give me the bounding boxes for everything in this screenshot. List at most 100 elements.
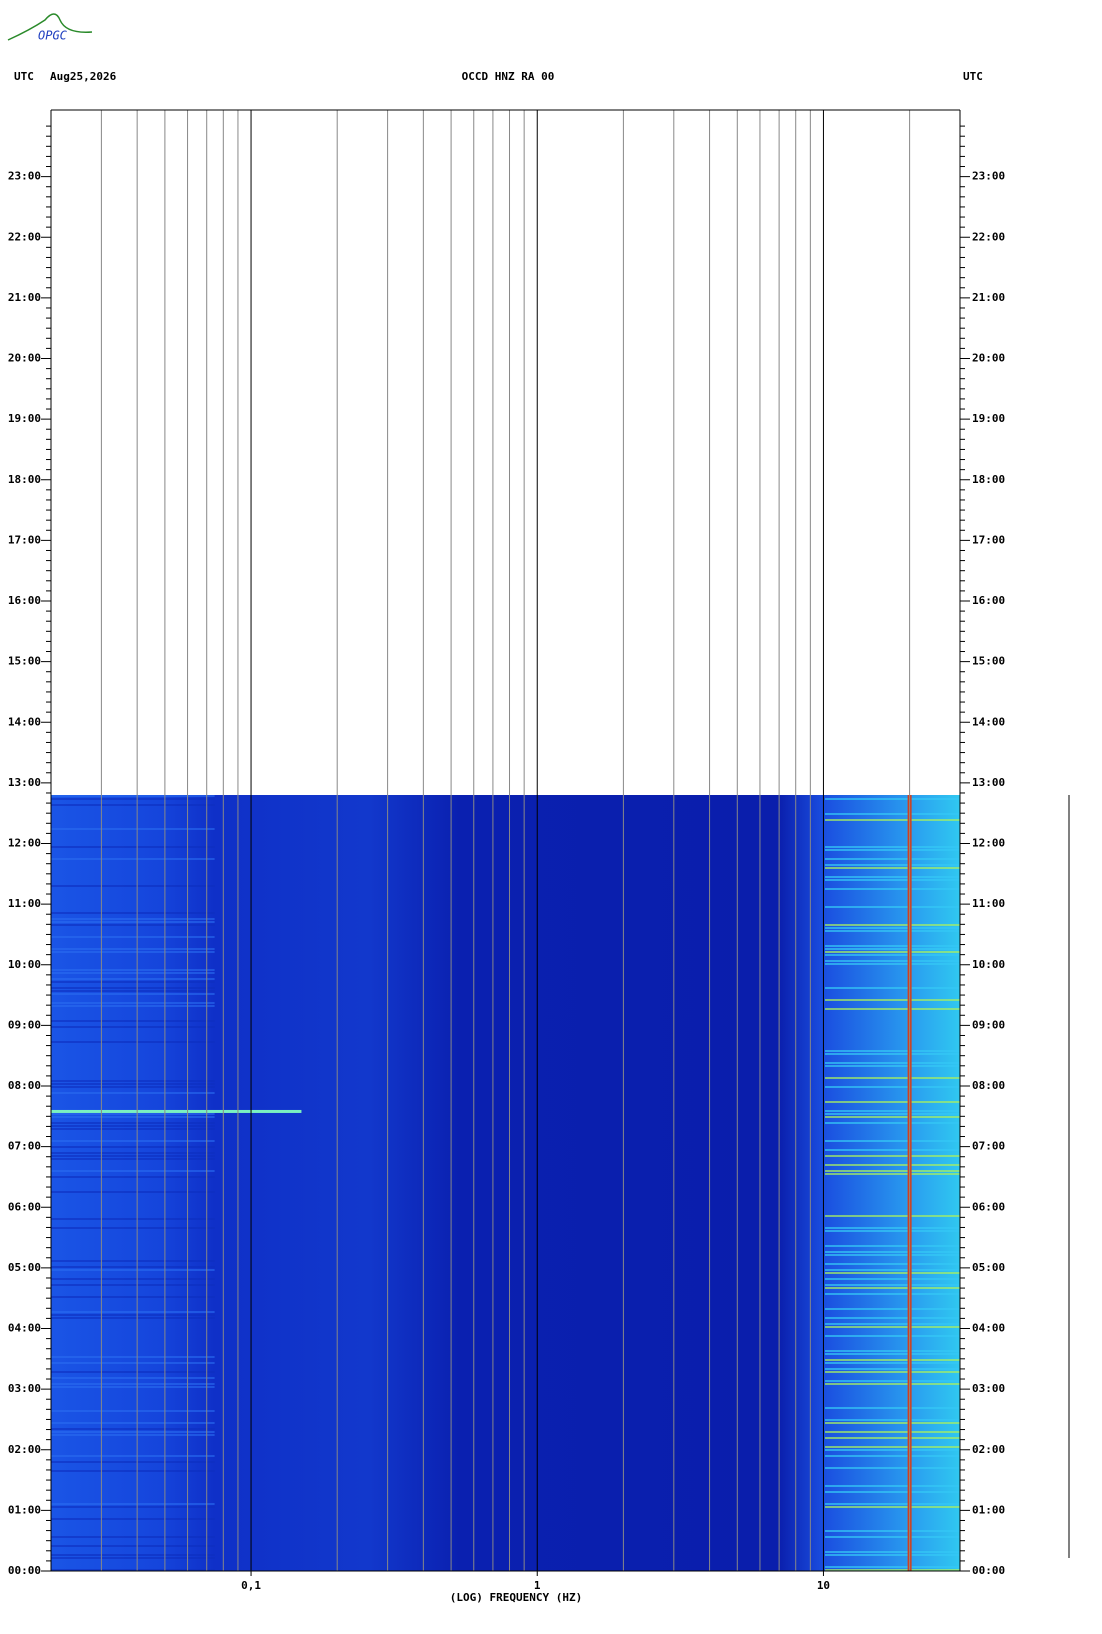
y-tick-label: 05:00 xyxy=(8,1261,41,1274)
texture-stripe xyxy=(825,1008,960,1010)
texture-stripe xyxy=(825,1437,960,1439)
texture-stripe xyxy=(51,1026,215,1028)
texture-stripe xyxy=(51,1422,215,1424)
y-tick-label: 14:00 xyxy=(972,715,1005,728)
texture-stripe xyxy=(51,1158,215,1160)
texture-stripe xyxy=(51,1371,215,1373)
texture-stripe xyxy=(51,1260,215,1262)
texture-stripe xyxy=(825,1116,960,1118)
texture-stripe xyxy=(51,1434,215,1436)
texture-stripe xyxy=(51,858,215,860)
texture-stripe xyxy=(51,990,215,992)
y-tick-label: 11:00 xyxy=(972,897,1005,910)
texture-stripe xyxy=(825,864,960,866)
texture-stripe xyxy=(825,1308,960,1310)
texture-stripe xyxy=(51,1569,215,1571)
y-tick-label: 20:00 xyxy=(972,352,1005,365)
texture-stripe xyxy=(51,828,215,830)
texture-stripe xyxy=(825,1371,960,1373)
y-tick-label: 23:00 xyxy=(972,170,1005,183)
texture-stripe xyxy=(51,987,215,989)
texture-stripe xyxy=(51,912,215,914)
texture-stripe xyxy=(825,849,960,851)
texture-stripe xyxy=(51,1284,215,1286)
texture-stripe xyxy=(825,879,960,881)
texture-stripe xyxy=(825,1551,960,1553)
event-line xyxy=(51,1109,302,1113)
texture-stripe xyxy=(51,1092,215,1094)
texture-stripe xyxy=(825,1407,960,1409)
texture-stripe xyxy=(51,948,215,950)
texture-stripe xyxy=(825,1122,960,1124)
y-tick-label: 20:00 xyxy=(8,352,41,365)
y-tick-label: 22:00 xyxy=(972,230,1005,243)
texture-stripe xyxy=(51,951,215,953)
texture-stripe xyxy=(825,876,960,878)
texture-stripe xyxy=(51,981,215,983)
texture-stripe xyxy=(825,1173,960,1175)
chart-title: OCCD HNZ RA 00 xyxy=(462,70,555,83)
texture-stripe xyxy=(825,1506,960,1508)
texture-stripe xyxy=(825,1230,960,1232)
texture-stripe xyxy=(825,1113,960,1115)
texture-stripe xyxy=(825,1449,960,1451)
y-tick-label: 07:00 xyxy=(8,1140,41,1153)
texture-stripe xyxy=(825,1503,960,1505)
y-tick-label: 19:00 xyxy=(8,412,41,425)
texture-stripe xyxy=(825,1326,960,1328)
y-tick-label: 08:00 xyxy=(8,1079,41,1092)
texture-stripe xyxy=(51,1410,215,1412)
texture-stripe xyxy=(825,1362,960,1364)
texture-stripe xyxy=(825,1491,960,1493)
texture-stripe xyxy=(825,1140,960,1142)
texture-stripe xyxy=(51,1296,215,1298)
texture-stripe xyxy=(51,1545,215,1547)
texture-stripe xyxy=(51,1146,215,1148)
y-tick-label: 08:00 xyxy=(972,1079,1005,1092)
texture-stripe xyxy=(51,1020,215,1022)
y-tick-label: 01:00 xyxy=(8,1503,41,1516)
texture-stripe xyxy=(825,1530,960,1532)
y-tick-label: 01:00 xyxy=(972,1503,1005,1516)
y-tick-label: 02:00 xyxy=(972,1443,1005,1456)
x-tick-label: 10 xyxy=(817,1579,830,1592)
y-tick-label: 09:00 xyxy=(972,1018,1005,1031)
y-tick-label: 17:00 xyxy=(972,533,1005,546)
y-tick-label: 06:00 xyxy=(972,1200,1005,1213)
y-tick-label: 09:00 xyxy=(8,1018,41,1031)
texture-stripe xyxy=(51,1218,215,1220)
texture-stripe xyxy=(51,1266,215,1268)
y-tick-label: 12:00 xyxy=(8,837,41,850)
texture-stripe xyxy=(825,924,960,926)
texture-stripe xyxy=(825,930,960,932)
texture-stripe xyxy=(51,885,215,887)
texture-stripe xyxy=(51,795,215,797)
texture-stripe xyxy=(825,867,960,869)
y-tick-label: 13:00 xyxy=(8,776,41,789)
texture-stripe xyxy=(51,1470,215,1472)
texture-stripe xyxy=(825,1383,960,1385)
texture-stripe xyxy=(51,1113,215,1115)
texture-stripe xyxy=(825,927,960,929)
texture-stripe xyxy=(51,972,215,974)
texture-stripe xyxy=(51,1356,215,1358)
texture-stripe xyxy=(825,1536,960,1538)
x-tick-label: 1 xyxy=(534,1579,541,1592)
texture-stripe xyxy=(825,1419,960,1421)
texture-stripe xyxy=(825,1164,960,1166)
texture-stripe xyxy=(825,963,960,965)
y-tick-label: 06:00 xyxy=(8,1200,41,1213)
texture-stripe xyxy=(825,1062,960,1064)
texture-stripe xyxy=(825,1086,960,1088)
texture-stripe xyxy=(51,1503,215,1505)
texture-stripe xyxy=(825,1446,960,1448)
texture-stripe xyxy=(825,987,960,989)
texture-stripe xyxy=(51,921,215,923)
y-tick-label: 00:00 xyxy=(8,1564,41,1577)
texture-stripe xyxy=(51,978,215,980)
y-tick-label: 17:00 xyxy=(8,533,41,546)
y-tick-label: 13:00 xyxy=(972,776,1005,789)
y-tick-label: 21:00 xyxy=(972,291,1005,304)
texture-stripe xyxy=(825,999,960,1001)
